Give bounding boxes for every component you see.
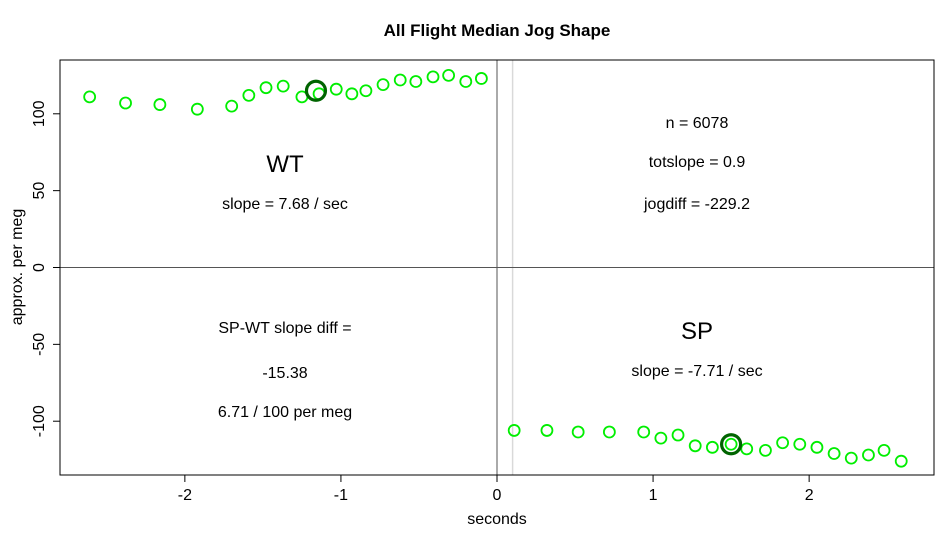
data-point — [259, 81, 273, 95]
data-point — [894, 454, 908, 468]
data-point — [507, 424, 521, 437]
data-point — [442, 68, 456, 82]
x-tick-label: -2 — [178, 487, 192, 504]
data-point — [688, 439, 702, 453]
totslope-text: totslope = 0.9 — [649, 154, 746, 171]
wt-slope-text: slope = 7.68 / sec — [222, 196, 348, 213]
data-point — [376, 78, 390, 91]
slope-diff-value: -15.38 — [262, 365, 307, 382]
data-point — [671, 428, 685, 442]
data-point — [393, 73, 407, 87]
x-tick-label: 2 — [805, 487, 814, 504]
data-point — [345, 87, 359, 101]
x-tick-label: -1 — [334, 487, 348, 504]
data-point — [459, 75, 473, 88]
data-point — [359, 84, 373, 98]
median-point — [304, 79, 328, 102]
data-point — [810, 440, 824, 454]
median-point — [720, 433, 743, 456]
x-axis-label: seconds — [467, 511, 527, 528]
data-point — [153, 98, 167, 111]
data-point — [844, 451, 858, 465]
y-tick-label: 100 — [31, 100, 48, 127]
data-point — [276, 79, 290, 93]
data-point — [740, 442, 754, 456]
data-point — [190, 102, 204, 116]
sp-slope-text: slope = -7.71 / sec — [631, 363, 762, 380]
x-tick-label: 1 — [649, 487, 658, 504]
y-tick-label: -50 — [31, 333, 48, 356]
data-point — [759, 444, 772, 457]
x-axis: -2 -1 0 1 2 — [178, 475, 814, 504]
y-axis-label: approx. per meg — [9, 209, 26, 326]
data-point — [540, 424, 554, 437]
data-point — [776, 436, 790, 450]
data-point — [724, 437, 738, 451]
y-tick-label: 50 — [31, 182, 48, 200]
data-point — [862, 448, 875, 462]
chart-title: All Flight Median Jog Shape — [384, 21, 611, 40]
y-axis: -100 -50 0 50 100 — [31, 100, 60, 437]
y-tick-label: 0 — [31, 263, 48, 272]
data-point — [827, 447, 841, 460]
y-tick-label: -100 — [31, 405, 48, 437]
data-point — [83, 90, 97, 104]
sp-label: SP — [681, 318, 713, 345]
data-point — [409, 75, 423, 88]
slope-diff-per-meg: 6.71 / 100 per meg — [218, 404, 352, 421]
data-point — [654, 431, 668, 445]
n-text: n = 6078 — [666, 115, 729, 132]
x-tick-label: 0 — [493, 487, 502, 504]
data-points — [83, 68, 908, 468]
data-point — [242, 88, 256, 102]
data-point — [637, 425, 651, 439]
data-point — [119, 96, 132, 110]
data-point — [329, 82, 343, 96]
data-point — [426, 70, 440, 84]
data-point — [602, 425, 616, 439]
wt-label: WT — [266, 151, 304, 178]
data-point — [793, 437, 807, 451]
data-point — [474, 72, 488, 85]
data-point — [571, 425, 585, 439]
slope-diff-label: SP-WT slope diff = — [218, 320, 351, 337]
data-point — [877, 444, 891, 457]
data-point — [225, 99, 239, 113]
jogdiff-text: jogdiff = -229.2 — [643, 196, 750, 213]
data-point — [705, 440, 719, 454]
